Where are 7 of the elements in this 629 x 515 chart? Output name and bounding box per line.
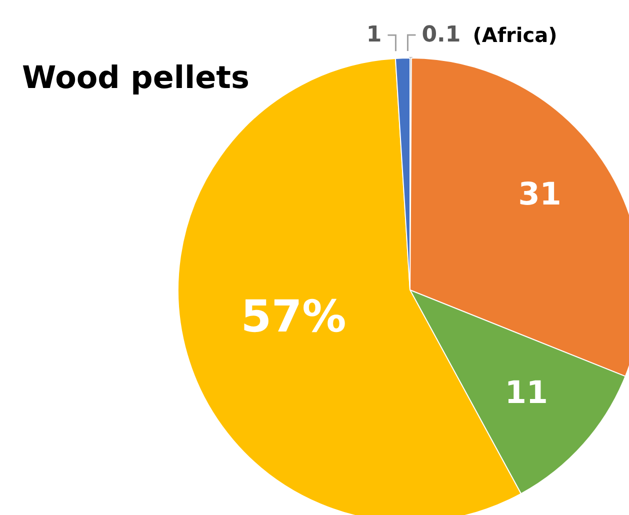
data-label: 1 (366, 22, 382, 48)
data-label: 0.1 (422, 22, 461, 48)
data-label: 31 (518, 176, 562, 212)
data-label: 57% (240, 292, 346, 343)
slice-label: (Africa) (472, 23, 558, 47)
text: Wood pellets (22, 60, 250, 96)
data-label: 11 (504, 374, 548, 411)
